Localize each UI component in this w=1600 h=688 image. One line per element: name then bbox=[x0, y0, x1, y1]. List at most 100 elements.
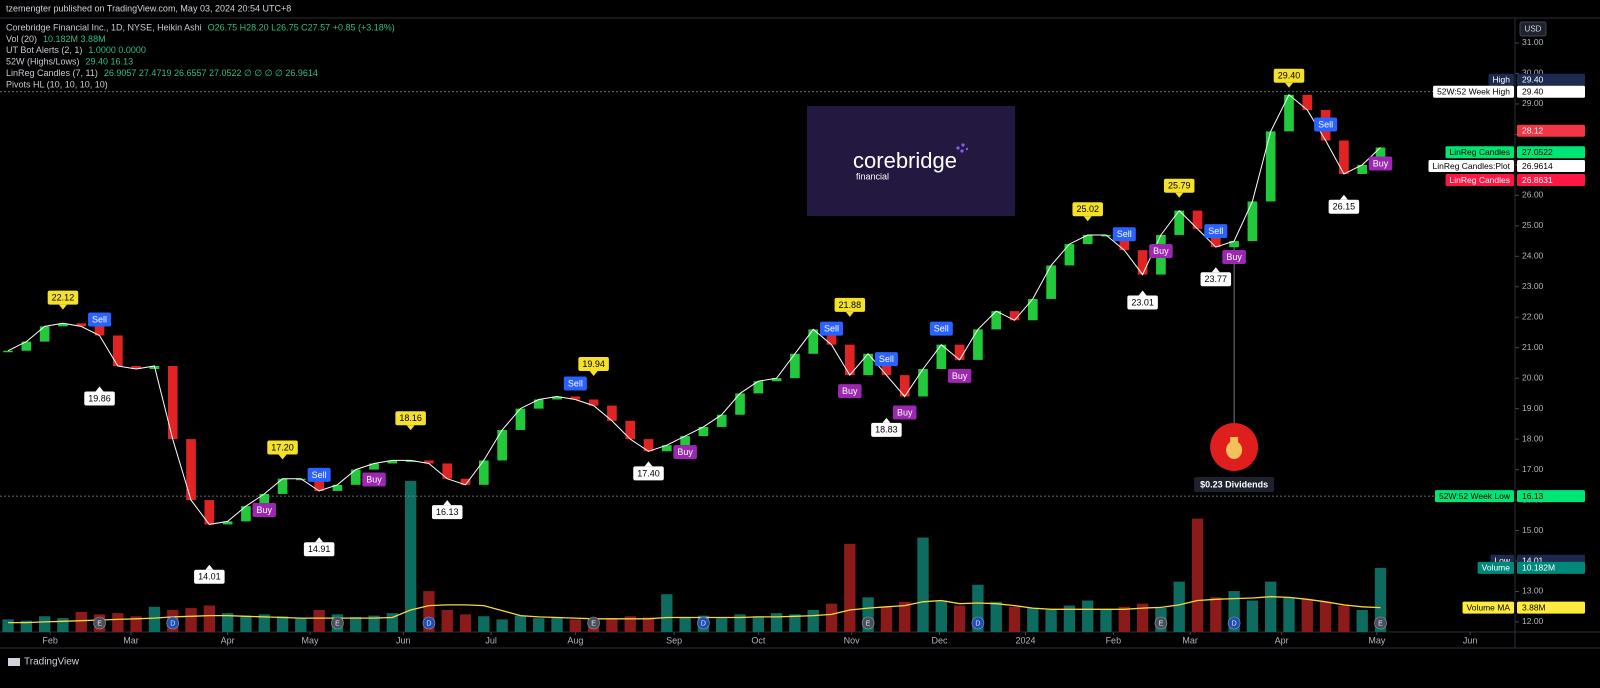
volume-bar bbox=[1136, 603, 1149, 632]
pivot-label: 25.02 bbox=[1076, 204, 1099, 214]
brand-name: TradingView bbox=[24, 657, 80, 668]
volume-bar bbox=[295, 618, 307, 632]
pivot-pointer bbox=[95, 386, 104, 392]
candle-body bbox=[680, 436, 690, 446]
candle-body bbox=[515, 408, 526, 430]
logo-sub: financial bbox=[856, 171, 889, 181]
event-marker bbox=[587, 616, 600, 630]
volume-bar bbox=[1008, 606, 1021, 632]
y-tick-label: 26.00 bbox=[1522, 190, 1544, 200]
candle-body bbox=[277, 478, 288, 494]
volume-bar bbox=[972, 584, 984, 632]
volume-bar bbox=[844, 543, 856, 632]
legend-values: 29.40 16.13 bbox=[86, 57, 134, 67]
candle-body bbox=[1101, 234, 1111, 237]
x-tick-label: May bbox=[1368, 635, 1386, 645]
currency-button[interactable] bbox=[1519, 21, 1547, 37]
pivot-pointer bbox=[589, 371, 598, 377]
candle-body bbox=[405, 460, 416, 462]
volume-bar bbox=[514, 615, 527, 632]
x-tick-label: May bbox=[301, 635, 319, 645]
signal-label-box bbox=[252, 502, 276, 517]
candle-body bbox=[186, 439, 196, 501]
signal-label-box bbox=[1149, 243, 1173, 258]
signal-label: Sell bbox=[1208, 226, 1223, 236]
signal-label: Buy bbox=[677, 447, 693, 457]
volume-bar bbox=[185, 608, 197, 632]
price-label-value: 16.13 bbox=[1522, 491, 1544, 501]
pivot-label: 23.77 bbox=[1205, 274, 1228, 284]
candle-body bbox=[936, 344, 947, 370]
pivot-pointer bbox=[406, 425, 415, 431]
price-label-name-box bbox=[1445, 174, 1514, 187]
candle-body bbox=[1119, 234, 1130, 251]
volume-bar bbox=[1265, 581, 1277, 632]
volume-bar bbox=[862, 597, 874, 632]
pivot-label-box bbox=[871, 422, 902, 437]
candle-body bbox=[1247, 201, 1258, 242]
candle-body bbox=[790, 353, 800, 379]
pivot-label-box bbox=[1328, 199, 1360, 214]
x-tick-label: Nov bbox=[844, 635, 861, 645]
x-tick-label: Sep bbox=[666, 635, 682, 645]
volume-bar bbox=[1374, 567, 1387, 632]
pivot-label: 23.01 bbox=[1131, 297, 1154, 307]
legend-name: Pivots HL (10, 10, 10, 10) bbox=[6, 79, 108, 89]
volume-bar bbox=[825, 603, 838, 632]
volume-bar bbox=[258, 614, 270, 632]
candle-body bbox=[131, 365, 141, 370]
candle-body bbox=[113, 335, 123, 366]
price-label-value: 29.40 bbox=[1522, 86, 1544, 96]
pivot-pointer bbox=[443, 500, 452, 506]
candle-body bbox=[222, 521, 233, 525]
candle-body bbox=[863, 353, 873, 376]
price-label-value: 14.01 bbox=[1522, 555, 1544, 565]
pivot-label: 16.13 bbox=[436, 507, 459, 517]
pivot-label-box bbox=[194, 569, 225, 584]
candle-body bbox=[76, 323, 87, 327]
pivot-label-box bbox=[395, 411, 426, 426]
volume-bar bbox=[642, 617, 655, 632]
signal-label-box bbox=[947, 368, 972, 383]
brand: TradingView bbox=[8, 657, 80, 668]
y-tick-label: 12.00 bbox=[1522, 616, 1544, 626]
volume-ma-line bbox=[8, 596, 1381, 624]
x-tick-label: Mar bbox=[123, 635, 139, 645]
signal-label: Buy bbox=[256, 505, 272, 515]
pivot-pointer bbox=[205, 564, 214, 570]
logo-dot bbox=[965, 147, 969, 151]
candle-body bbox=[58, 323, 68, 327]
volume-bar bbox=[1301, 599, 1313, 632]
pivot-pointer bbox=[1285, 82, 1294, 88]
pivot-label: 17.40 bbox=[637, 468, 660, 478]
x-tick-label: Aug bbox=[567, 635, 583, 645]
volume-bar bbox=[130, 616, 142, 632]
volume-bar bbox=[1100, 609, 1112, 632]
signal-label-box bbox=[1204, 224, 1228, 239]
x-tick-label: Mar bbox=[1182, 635, 1198, 645]
event-label: E bbox=[866, 620, 871, 627]
pivot-pointer bbox=[882, 417, 891, 423]
candle-body bbox=[643, 439, 654, 452]
volume-bar bbox=[953, 605, 966, 632]
volume-bar bbox=[789, 614, 801, 632]
price-label-box bbox=[1517, 490, 1585, 503]
volume-bar bbox=[148, 606, 161, 632]
price-label-name: Low bbox=[1494, 555, 1510, 565]
signal-label-box bbox=[673, 445, 697, 460]
candle-body bbox=[899, 375, 910, 397]
event-marker bbox=[93, 616, 106, 630]
candle-body bbox=[1357, 164, 1368, 175]
legend-values: O26.75 H28.20 L26.75 C27.57 +0.85 (+3.18… bbox=[208, 22, 395, 32]
candle-body bbox=[1339, 140, 1349, 175]
logo-box bbox=[807, 106, 1015, 216]
volume-bar bbox=[1027, 608, 1039, 632]
volume-bar bbox=[880, 606, 893, 632]
legend-name: LinReg Candles (7, 11) bbox=[6, 68, 98, 78]
y-tick-label: 30.00 bbox=[1522, 68, 1544, 78]
pivot-label-box bbox=[1273, 68, 1305, 83]
price-label-box bbox=[1517, 146, 1585, 159]
volume-bar bbox=[478, 616, 490, 632]
price-label-name: 52W:52 Week Low bbox=[1439, 491, 1511, 501]
